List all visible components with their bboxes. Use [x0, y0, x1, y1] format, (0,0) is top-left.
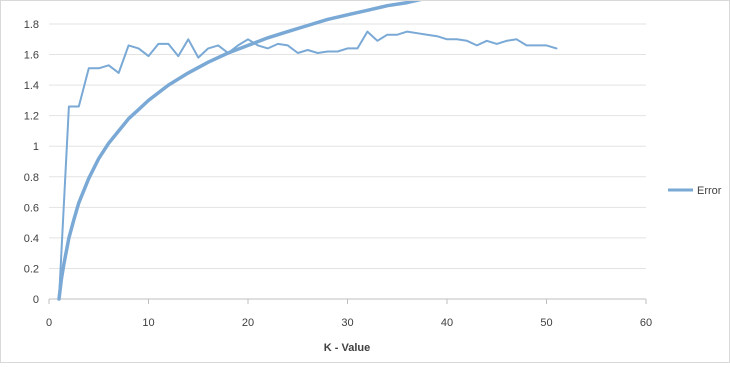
gridlines: [49, 23, 646, 269]
axes: [48, 298, 647, 304]
y-tick-label: 1: [33, 141, 39, 153]
series-lines: [57, 0, 558, 301]
series-line-error: [58, 30, 558, 300]
y-tick-label: 0.4: [24, 233, 39, 245]
y-tick-label: 0: [33, 294, 39, 306]
x-tick-label: 10: [142, 317, 154, 329]
y-tick-label: 0.8: [24, 172, 39, 184]
legend: Error: [668, 185, 722, 197]
x-tick-label: 60: [640, 317, 652, 329]
y-tick-label: 0.6: [24, 202, 39, 214]
x-tick-label: 30: [341, 317, 353, 329]
x-tick-label: 50: [540, 317, 552, 329]
y-tick-label: 1.4: [24, 80, 39, 92]
y-tick-labels: 0 0.2 0.4 0.6 0.8 1 1.2 1.4 1.6 1.8: [24, 19, 39, 306]
x-tick-labels: 0 10 20 30 40 50 60: [46, 317, 652, 329]
x-tick-label: 40: [441, 317, 453, 329]
y-tick-label: 0.2: [24, 263, 39, 275]
legend-label-error: Error: [697, 185, 722, 197]
y-tick-label: 1.8: [24, 19, 39, 31]
x-tick-label: 0: [46, 317, 52, 329]
x-axis-title: K - Value: [324, 342, 370, 354]
series-line-curve: [57, 0, 427, 301]
x-tick-label: 20: [242, 317, 254, 329]
y-tick-label: 1.6: [24, 50, 39, 62]
y-tick-label: 1.2: [24, 111, 39, 123]
